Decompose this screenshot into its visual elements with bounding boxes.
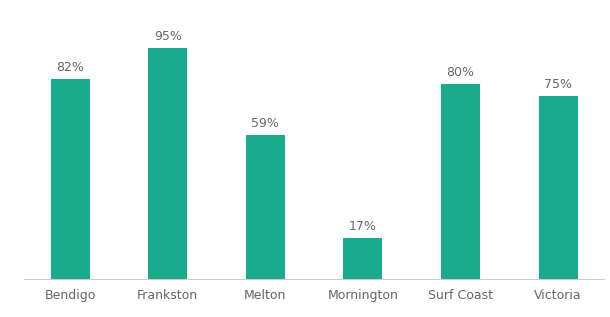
Text: 75%: 75% bbox=[544, 78, 572, 91]
Bar bbox=[51, 79, 90, 279]
Text: 17%: 17% bbox=[349, 220, 377, 233]
Bar bbox=[441, 84, 480, 279]
Bar bbox=[246, 135, 285, 279]
Text: 80%: 80% bbox=[447, 66, 475, 79]
Text: 59%: 59% bbox=[251, 117, 279, 130]
Bar bbox=[148, 48, 187, 279]
Text: 82%: 82% bbox=[56, 61, 84, 74]
Bar bbox=[343, 237, 382, 279]
Bar bbox=[539, 96, 578, 279]
Text: 95%: 95% bbox=[154, 30, 182, 43]
